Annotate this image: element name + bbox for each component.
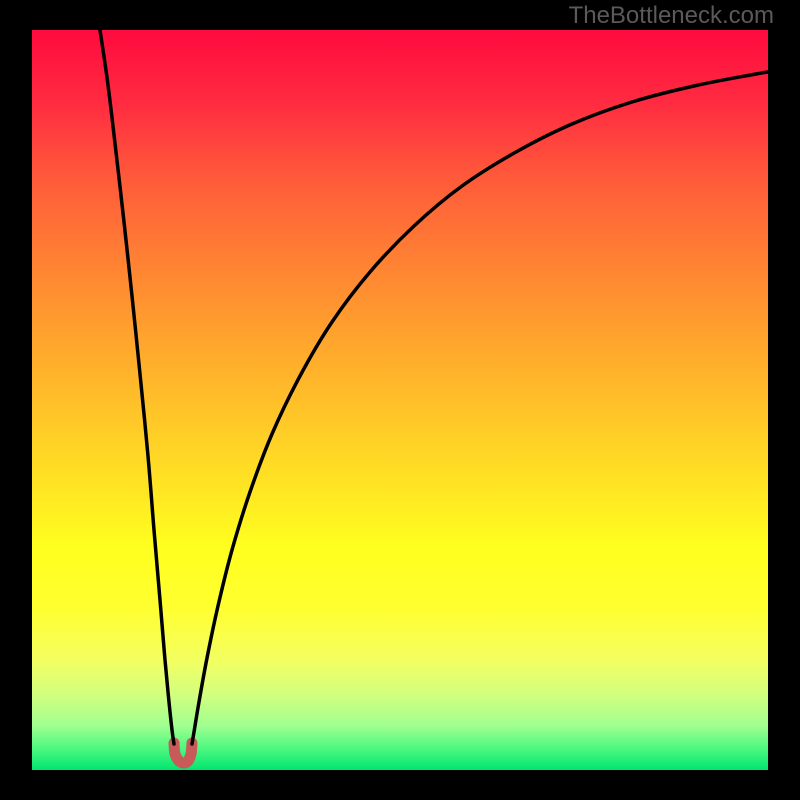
watermark-text: TheBottleneck.com (569, 2, 774, 30)
chart-container: TheBottleneck.com (0, 0, 800, 800)
chart-frame-border (24, 22, 776, 778)
